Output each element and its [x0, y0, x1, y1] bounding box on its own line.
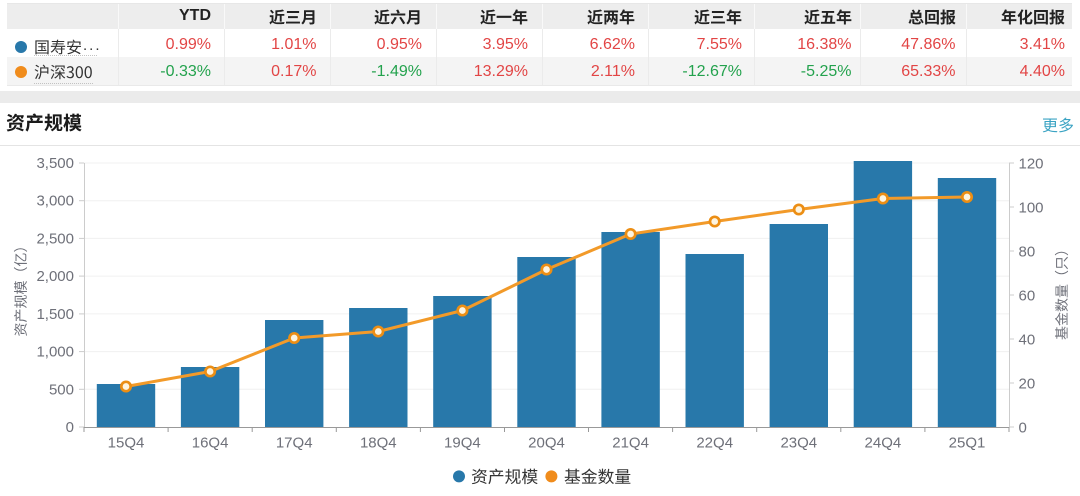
svg-text:0: 0 — [1019, 420, 1027, 437]
svg-text:23Q4: 23Q4 — [780, 435, 817, 452]
svg-text:60: 60 — [1019, 288, 1036, 305]
svg-text:120: 120 — [1019, 156, 1044, 173]
svg-text:20Q4: 20Q4 — [528, 435, 565, 452]
svg-text:1,000: 1,000 — [36, 344, 74, 361]
svg-text:1,500: 1,500 — [36, 306, 74, 323]
svg-text:22Q4: 22Q4 — [696, 435, 733, 452]
svg-text:80: 80 — [1019, 244, 1036, 261]
svg-text:3,500: 3,500 — [36, 155, 74, 172]
svg-text:17Q4: 17Q4 — [276, 435, 313, 452]
svg-text:40: 40 — [1019, 332, 1036, 349]
svg-text:21Q4: 21Q4 — [612, 435, 649, 452]
svg-text:24Q4: 24Q4 — [865, 435, 902, 452]
svg-text:19Q4: 19Q4 — [444, 435, 481, 452]
svg-text:2,000: 2,000 — [36, 268, 74, 285]
svg-text:500: 500 — [49, 381, 74, 398]
svg-text:25Q1: 25Q1 — [949, 435, 986, 452]
svg-text:3,000: 3,000 — [36, 193, 74, 210]
svg-text:16Q4: 16Q4 — [192, 435, 229, 452]
svg-text:0: 0 — [66, 419, 74, 436]
svg-text:18Q4: 18Q4 — [360, 435, 397, 452]
svg-text:100: 100 — [1019, 200, 1044, 217]
svg-text:15Q4: 15Q4 — [108, 435, 145, 452]
svg-text:2,500: 2,500 — [36, 230, 74, 247]
svg-text:20: 20 — [1019, 376, 1036, 393]
